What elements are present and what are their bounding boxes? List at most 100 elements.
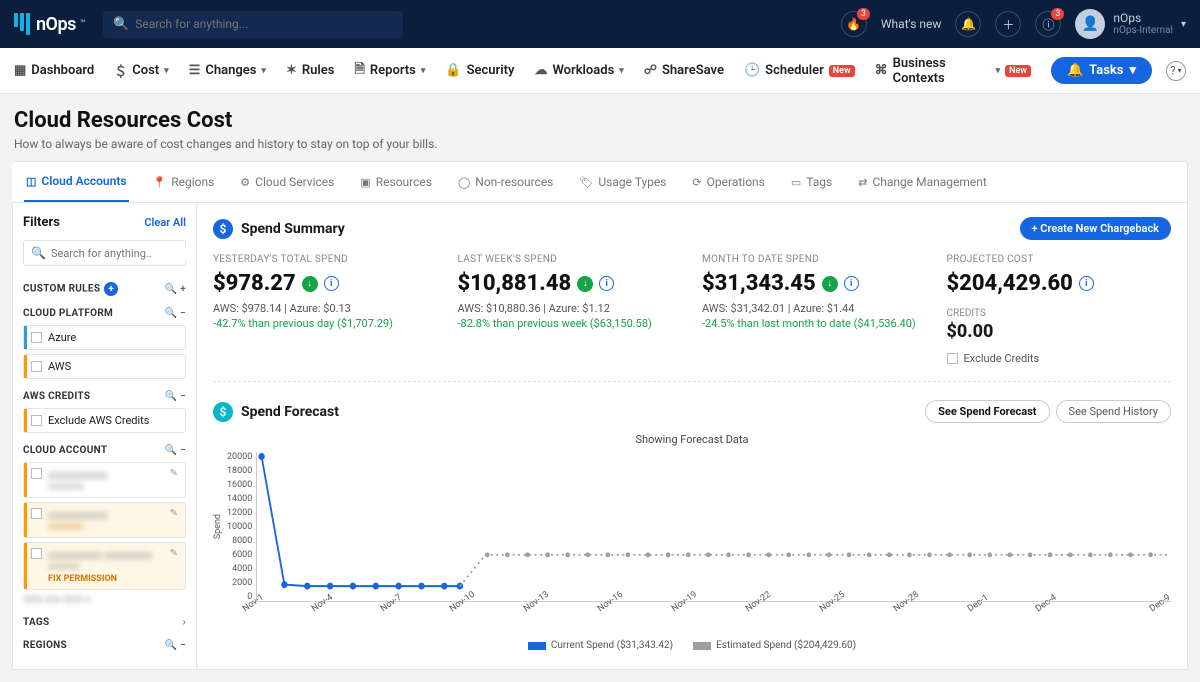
swap-icon: ⇄ bbox=[858, 176, 867, 189]
metric-lastweek: LAST WEEK'S SPEND $10,881.48↓i AWS: $10,… bbox=[458, 254, 683, 365]
checkbox[interactable] bbox=[31, 508, 42, 519]
bell-icon[interactable]: 🔔 bbox=[955, 11, 981, 37]
page-header: Cloud Resources Cost How to always be aw… bbox=[0, 94, 1200, 161]
edit-icon[interactable]: ✎ bbox=[170, 508, 178, 519]
checkbox[interactable] bbox=[31, 415, 42, 426]
tab-operations[interactable]: ⟳Operations bbox=[690, 162, 766, 202]
tab-resources[interactable]: ▣Resources bbox=[358, 162, 434, 202]
page-subtitle: How to always be aware of cost changes a… bbox=[14, 137, 1186, 151]
tab-non-resources[interactable]: ◯Non-resources bbox=[456, 162, 555, 202]
account-row[interactable]: xxxxxxxxx xxxxxxxxxxxxxxxFIX PERMISSION✎ bbox=[23, 542, 186, 590]
cube-icon: ◫ bbox=[26, 175, 36, 188]
checkbox[interactable] bbox=[947, 353, 958, 364]
tab-usage-types[interactable]: 🏷Usage Types bbox=[577, 162, 668, 202]
tab-tags[interactable]: ▭Tags bbox=[789, 162, 834, 202]
filter-search[interactable]: 🔍 bbox=[23, 240, 186, 266]
edit-icon[interactable]: ✎ bbox=[170, 548, 178, 559]
nav-rules[interactable]: ✶Rules bbox=[286, 63, 334, 78]
user-menu[interactable]: 👤 nOps nOps-Internal ▾ bbox=[1075, 9, 1186, 39]
spend-forecast-title: Spend Forecast bbox=[241, 404, 339, 420]
nav-security[interactable]: 🔒Security bbox=[445, 63, 514, 78]
section-toggle[interactable]: 🔍 − bbox=[165, 391, 186, 402]
tab-strip: ◫Cloud Accounts 📍Regions ⚙Cloud Services… bbox=[12, 161, 1188, 203]
nav-workloads[interactable]: ☁Workloads▾ bbox=[534, 63, 623, 78]
metrics-row: YESTERDAY'S TOTAL SPEND $978.27↓i AWS: $… bbox=[213, 254, 1171, 382]
metric-projected: PROJECTED COST $204,429.60i CREDITS $0.0… bbox=[947, 254, 1172, 365]
nav-dashboard[interactable]: ▦Dashboard bbox=[14, 63, 94, 78]
tags-icon: ▭ bbox=[791, 176, 801, 189]
nav-scheduler[interactable]: 🕒SchedulerNew bbox=[744, 63, 855, 78]
help-icon[interactable]: ?▾ bbox=[1166, 61, 1186, 81]
spend-summary-title: Spend Summary bbox=[241, 221, 345, 237]
share-icon: ☍ bbox=[644, 63, 657, 78]
circle-icon: ◯ bbox=[458, 176, 470, 189]
metric-mtd: MONTH TO DATE SPEND $31,343.45↓i AWS: $3… bbox=[702, 254, 927, 365]
page-title: Cloud Resources Cost bbox=[14, 108, 1186, 133]
main-nav: ▦Dashboard ＄Cost▾ ☰Changes▾ ✶Rules 🗎Repo… bbox=[0, 48, 1200, 94]
info-icon[interactable]: ⓘ3 bbox=[1035, 11, 1061, 37]
trend-down-icon: ↓ bbox=[577, 276, 593, 292]
nav-cost[interactable]: ＄Cost▾ bbox=[114, 61, 168, 80]
section-toggle[interactable]: 🔍 − bbox=[165, 445, 186, 456]
checkbox[interactable] bbox=[31, 361, 42, 372]
top-bar: nOps™ 🔍 🔥3 What's new 🔔 ＋ ⓘ3 👤 nOps nOps… bbox=[0, 0, 1200, 48]
create-chargeback-button[interactable]: + Create New Chargeback bbox=[1020, 217, 1171, 240]
global-search[interactable]: 🔍 bbox=[103, 11, 403, 38]
see-history-button[interactable]: See Spend History bbox=[1056, 400, 1171, 423]
shuffle-icon: ✶ bbox=[286, 63, 297, 78]
clear-all-link[interactable]: Clear All bbox=[144, 216, 186, 229]
tab-change-mgmt[interactable]: ⇄Change Management bbox=[856, 162, 989, 202]
forecast-chart: Spend 2000018000160001400012000100008000… bbox=[213, 452, 1171, 602]
sitemap-icon: ⌘ bbox=[875, 63, 888, 78]
box-icon: ▣ bbox=[360, 176, 370, 189]
flame-icon[interactable]: 🔥3 bbox=[841, 11, 867, 37]
pin-icon: 📍 bbox=[153, 176, 167, 189]
add-rule-icon[interactable]: + bbox=[104, 282, 118, 296]
lock-icon: 🔒 bbox=[445, 63, 461, 78]
metric-yesterday: YESTERDAY'S TOTAL SPEND $978.27↓i AWS: $… bbox=[213, 254, 438, 365]
section-toggle[interactable]: 🔍 − bbox=[165, 640, 186, 651]
info-icon[interactable]: i bbox=[1079, 276, 1094, 291]
filter-aws[interactable]: AWS bbox=[23, 354, 186, 379]
info-icon[interactable]: i bbox=[324, 276, 339, 291]
logo[interactable]: nOps™ bbox=[14, 13, 85, 35]
account-row[interactable]: xxxxxxxxxxxxxxxxxx✎ bbox=[23, 502, 186, 538]
filter-search-input[interactable] bbox=[51, 247, 191, 260]
filters-title: Filters bbox=[23, 215, 60, 230]
checkbox[interactable] bbox=[31, 468, 42, 479]
grid-icon: ▦ bbox=[14, 63, 26, 78]
search-icon: 🔍 bbox=[31, 246, 46, 260]
filter-azure[interactable]: Azure bbox=[23, 325, 186, 350]
checkbox[interactable] bbox=[31, 332, 42, 343]
tab-regions[interactable]: 📍Regions bbox=[151, 162, 217, 202]
bell-fill-icon: 🔔 bbox=[1067, 63, 1083, 78]
edit-icon[interactable]: ✎ bbox=[170, 468, 178, 479]
search-icon: 🔍 bbox=[113, 17, 129, 32]
account-row[interactable]: xxxxxxxxxxxxxxxxxx✎ bbox=[23, 462, 186, 498]
whats-new-link[interactable]: What's new bbox=[881, 17, 942, 31]
dollar-circle-icon: $ bbox=[213, 219, 233, 239]
main-panel: $ Spend Summary + Create New Chargeback … bbox=[197, 203, 1188, 670]
list-icon: ☰ bbox=[189, 63, 201, 78]
tasks-button[interactable]: 🔔Tasks▾ bbox=[1051, 57, 1152, 84]
nav-contexts[interactable]: ⌘Business Contexts▾New bbox=[875, 56, 1031, 86]
checkbox[interactable] bbox=[31, 548, 42, 559]
info-icon[interactable]: i bbox=[844, 276, 859, 291]
nav-reports[interactable]: 🗎Reports▾ bbox=[354, 60, 425, 82]
clock-icon: 🕒 bbox=[744, 63, 760, 78]
nav-sharesave[interactable]: ☍ShareSave bbox=[644, 63, 724, 78]
avatar-icon: 👤 bbox=[1075, 9, 1105, 39]
filters-panel: Filters Clear All 🔍 CUSTOM RULES+🔍 + CLO… bbox=[12, 203, 197, 670]
tab-cloud-accounts[interactable]: ◫Cloud Accounts bbox=[24, 162, 129, 202]
section-toggle[interactable]: › bbox=[183, 617, 186, 628]
plus-icon[interactable]: ＋ bbox=[995, 11, 1021, 37]
global-search-input[interactable] bbox=[135, 17, 393, 31]
filter-exclude-credits[interactable]: Exclude AWS Credits bbox=[23, 408, 186, 433]
nav-changes[interactable]: ☰Changes▾ bbox=[189, 63, 266, 78]
exclude-credits-toggle[interactable]: Exclude Credits bbox=[947, 352, 1172, 365]
section-toggle[interactable]: 🔍 + bbox=[165, 284, 186, 295]
section-toggle[interactable]: 🔍 − bbox=[165, 308, 186, 319]
tab-cloud-services[interactable]: ⚙Cloud Services bbox=[238, 162, 336, 202]
see-forecast-button[interactable]: See Spend Forecast bbox=[925, 400, 1049, 423]
info-icon[interactable]: i bbox=[599, 276, 614, 291]
